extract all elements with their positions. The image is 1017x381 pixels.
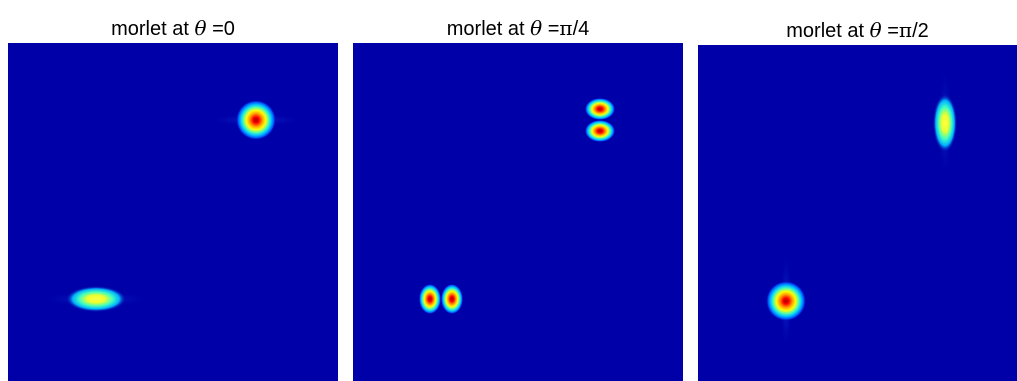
- morlet-lobe: [585, 98, 615, 120]
- title-pi: π: [898, 18, 913, 42]
- title-value: /4: [572, 18, 590, 40]
- morlet-blob: [933, 94, 957, 152]
- panel-title: morlet at θ =0: [8, 16, 338, 41]
- morlet-blob: [766, 281, 806, 321]
- title-pi: π: [559, 16, 573, 40]
- title-equals: =: [881, 20, 899, 42]
- title-equals: =: [206, 18, 224, 40]
- panel-theta-pi-4: morlet at θ =π/4: [353, 0, 683, 381]
- morlet-lobe: [585, 120, 615, 142]
- title-prefix: morlet at: [446, 18, 531, 40]
- title-value: 0: [223, 18, 235, 40]
- morlet-lobe: [441, 284, 463, 314]
- panel-title: morlet at θ =π/4: [353, 16, 683, 41]
- title-prefix: morlet at: [786, 20, 870, 42]
- heatmap-image: [353, 43, 683, 381]
- morlet-blob: [66, 286, 126, 312]
- plot-background: [698, 45, 1017, 381]
- title-prefix: morlet at: [111, 18, 195, 40]
- title-equals: =: [542, 18, 560, 40]
- theta-symbol: θ: [194, 16, 207, 40]
- theta-symbol: θ: [530, 16, 543, 40]
- theta-symbol: θ: [869, 18, 882, 42]
- panel-theta-pi-2: morlet at θ =π/2: [698, 0, 1017, 381]
- title-value: /2: [912, 20, 929, 42]
- heatmap-image: [8, 43, 338, 381]
- plot-background: [8, 43, 338, 381]
- morlet-lobe: [419, 284, 441, 314]
- panel-theta-0: morlet at θ =0: [8, 0, 338, 381]
- plot-background: [353, 43, 683, 381]
- heatmap-image: [698, 45, 1017, 381]
- morlet-blob: [236, 100, 276, 140]
- panel-title: morlet at θ =π/2: [698, 18, 1017, 43]
